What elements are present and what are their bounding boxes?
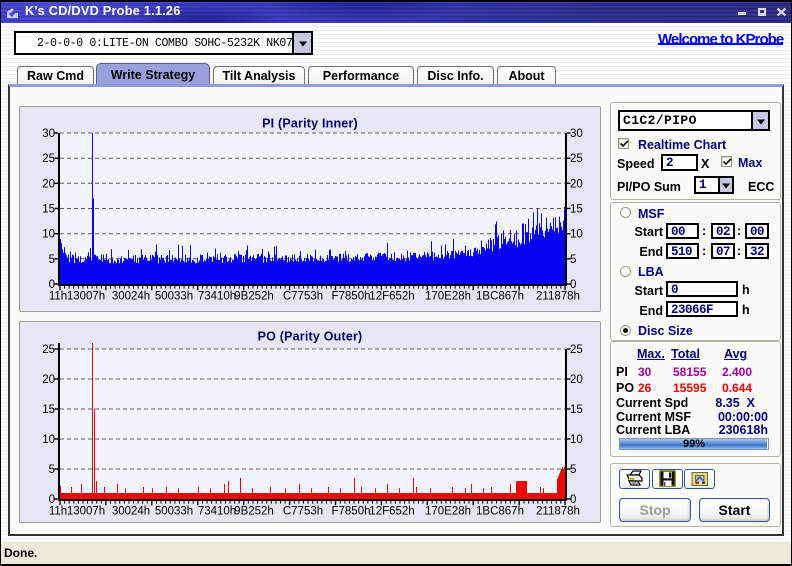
svg-text:20: 20 [42,374,55,386]
svg-text:15: 15 [570,404,583,416]
svg-text:5: 5 [570,464,576,476]
svg-text:30: 30 [570,128,583,140]
svg-text:50033h: 50033h [155,291,193,303]
svg-text:170E28h: 170E28h [425,291,471,303]
svg-text:20: 20 [570,374,583,386]
svg-text:11h: 11h [49,506,67,518]
svg-text:0: 0 [49,494,55,506]
svg-text:15: 15 [42,204,55,216]
svg-text:10: 10 [42,434,55,446]
svg-text:1BC867h: 1BC867h [476,291,524,303]
svg-text:30: 30 [42,128,55,140]
svg-text:13007h: 13007h [67,291,105,303]
svg-text:0: 0 [570,279,576,291]
svg-text:30024h: 30024h [112,506,150,518]
svg-text:25: 25 [42,344,55,356]
svg-text:PO (Parity Outer): PO (Parity Outer) [258,330,363,344]
svg-text:5: 5 [49,464,55,476]
svg-text:0: 0 [49,279,55,291]
svg-text:9B252h: 9B252h [234,291,274,303]
svg-text:50033h: 50033h [155,506,193,518]
svg-text:13007h: 13007h [67,506,105,518]
svg-text:30024h: 30024h [112,291,150,303]
svg-text:73410h: 73410h [198,506,236,518]
svg-text:F7850h: F7850h [331,506,370,518]
svg-text:25: 25 [42,153,55,165]
svg-text:C7753h: C7753h [283,291,323,303]
svg-text:1BC867h: 1BC867h [476,506,524,518]
svg-text:10: 10 [42,229,55,241]
svg-text:C7753h: C7753h [283,506,323,518]
svg-text:10: 10 [570,434,583,446]
svg-text:170E28h: 170E28h [425,506,471,518]
svg-text:F7850h: F7850h [331,291,370,303]
svg-text:PI (Parity Inner): PI (Parity Inner) [262,117,358,131]
svg-text:15: 15 [42,404,55,416]
svg-text:20: 20 [570,178,583,190]
svg-text:0: 0 [570,494,576,506]
svg-text:5: 5 [49,254,55,266]
svg-text:73410h: 73410h [198,291,236,303]
svg-text:25: 25 [570,344,583,356]
svg-text:9B252h: 9B252h [234,506,274,518]
svg-text:20: 20 [42,178,55,190]
svg-text:12F652h: 12F652h [369,291,414,303]
svg-text:15: 15 [570,204,583,216]
svg-text:25: 25 [570,153,583,165]
svg-text:11h: 11h [49,291,67,303]
svg-text:12F652h: 12F652h [369,506,414,518]
svg-text:10: 10 [570,229,583,241]
svg-text:211878h: 211878h [536,506,580,518]
svg-text:211878h: 211878h [536,291,580,303]
svg-text:5: 5 [570,254,576,266]
